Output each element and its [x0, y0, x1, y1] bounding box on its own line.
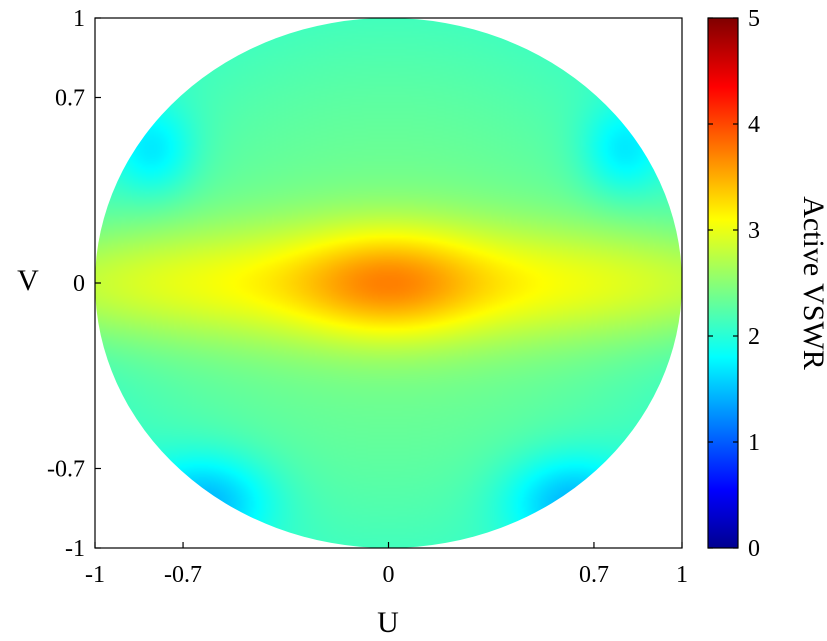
y-tick-label: 0 — [73, 271, 85, 297]
colorbar-frame — [707, 17, 739, 549]
y-tick-label: -0.7 — [47, 457, 85, 483]
plot-area — [94, 17, 683, 549]
x-tick-label: 0 — [383, 562, 395, 588]
colorbar-ticks: 0 1 2 3 4 5 — [708, 6, 760, 562]
y-axis: -1 -0.7 0 0.7 1 — [47, 6, 101, 562]
x-tick-label: 0.7 — [579, 562, 609, 588]
colorbar-tick-label: 0 — [748, 536, 760, 562]
x-tick-label: 1 — [676, 562, 688, 588]
colorbar-tick-label: 3 — [748, 218, 760, 244]
colorbar: 0 1 2 3 4 5 Active VSWR — [707, 6, 827, 562]
x-axis-label: U — [377, 606, 399, 639]
colorbar-tick-label: 1 — [748, 430, 760, 456]
colorbar-gradient — [708, 18, 738, 548]
y-tick-label: 0.7 — [55, 86, 85, 112]
x-tick-label: -0.7 — [164, 562, 202, 588]
x-tick-label: -1 — [85, 562, 105, 588]
vswr-heatmap — [95, 18, 682, 548]
colorbar-tick-label: 2 — [748, 324, 760, 350]
y-tick-label: 1 — [73, 6, 85, 32]
y-axis-label: V — [17, 264, 39, 297]
colorbar-tick-label: 4 — [748, 112, 760, 138]
y-tick-label: -1 — [65, 536, 85, 562]
colorbar-tick-label: 5 — [748, 6, 760, 32]
x-axis: -1 -0.7 0 0.7 1 — [85, 542, 688, 588]
colorbar-label: Active VSWR — [797, 196, 827, 370]
